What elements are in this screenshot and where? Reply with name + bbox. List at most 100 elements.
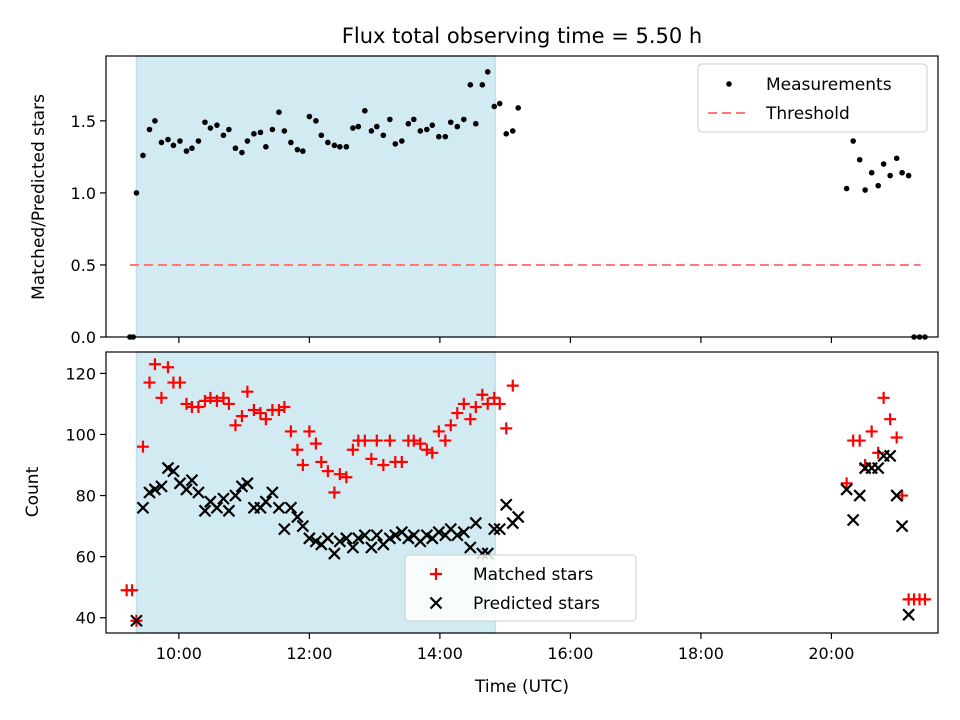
predicted-star-point [389,528,402,542]
measurement-point [325,139,331,146]
predicted-star-point [272,501,286,515]
x-tick-label: 20:00 [808,644,854,663]
measurement-point [387,116,393,123]
matched-star-point [222,397,235,410]
measurement-point [318,132,325,139]
x-axis-label: Time (UTC) [474,677,569,697]
matched-star-point [890,431,903,444]
predicted-star-point [278,522,291,536]
predicted-star-point [222,504,236,518]
measurement-point [214,122,220,128]
predicted-star-point [871,461,885,475]
matched-star-point [309,437,322,450]
predicted-star-point [902,608,915,621]
matched-star-point [426,446,439,459]
matched-star-point [303,425,316,438]
matched-star-point [414,437,427,450]
matched-star-point [469,400,482,413]
predicted-star-point [365,541,378,554]
matched-star-point [432,425,445,438]
legend-measurements-label: Measurements [766,75,892,95]
predicted-star-point [328,547,341,560]
measurement-point [300,148,306,154]
legend-predicted-label: Predicted stars [473,594,600,614]
matched-star-point [229,419,242,432]
ratio-y-tick-label: 0.5 [71,256,96,275]
measurement-point [436,133,442,140]
measurement-point [244,138,251,144]
predicted-star-point [148,483,162,496]
chart-title: Flux total observing time = 5.50 h [342,24,702,48]
measurement-point [195,138,202,144]
predicted-star-point [167,464,180,478]
matched-star-point [247,404,260,417]
measurement-point [140,152,146,159]
matched-star-point [254,407,267,420]
ratio-y-tick-label: 1.5 [71,112,96,131]
matched-star-point [204,391,217,404]
measurement-point [220,132,227,139]
legend-measurements-marker [726,81,732,87]
measurement-point [343,143,350,150]
measurement-point [862,187,868,193]
matched-star-point [451,407,464,420]
predicted-star-point [457,525,471,539]
matched-star-point [407,434,420,447]
x-tick-label: 14:00 [417,644,463,663]
predicted-star-point [291,510,304,524]
predicted-star-point [451,528,464,542]
matched-star-point [877,391,890,404]
count-legend-box [404,554,637,622]
measurement-point [177,138,183,144]
measurement-point [239,149,245,156]
ratio-y-axis-label: Matched/Predicted stars [29,94,49,300]
matched-star-point [241,385,254,398]
matched-star-point [278,400,291,413]
predicted-star-point [321,532,335,545]
predicted-star-point [493,522,506,536]
measurement-point [850,138,856,144]
measurement-point [905,172,912,179]
measurement-point [207,125,214,131]
matched-star-point [333,468,346,481]
measurement-point [875,182,881,189]
matched-star-point [500,422,513,435]
measurement-point [288,139,294,146]
matched-star-point [918,593,931,606]
measurement-point [484,69,491,75]
ratio-y-tick-label: 0.0 [71,328,96,347]
matched-star-point [235,410,248,423]
count-panel: 40 60 80 100 120 10:00 12:00 14:00 16:00 18:00 20:… [23,351,939,663]
measurement-point [368,128,375,134]
matched-star-point [143,376,156,389]
predicted-star-point [210,501,224,515]
ratio-observing-span [135,55,497,338]
measurement-point [417,128,424,134]
matched-star-point [481,397,494,410]
measurement-point [472,120,479,127]
predicted-star-point [370,528,384,542]
matched-star-point [493,397,506,410]
predicted-star-point [229,489,242,502]
predicted-star-point [284,501,298,515]
matched-star-point [296,459,309,472]
matched-star-point [136,440,149,453]
measurement-point [146,126,153,133]
predicted-star-point [487,522,501,536]
measurement-point [405,120,412,127]
x-tick-label: 18:00 [678,644,724,663]
measurement-point [503,131,510,137]
x-tick-label: 16:00 [547,644,593,663]
predicted-star-point [333,535,347,548]
measurement-point [281,128,288,134]
matched-star-point [126,584,139,597]
predicted-star-point [340,532,353,545]
matched-star-point [358,434,371,447]
predicted-star-point [499,498,513,511]
matched-star-point [872,446,885,459]
measurement-point [158,139,165,146]
matched-star-point [464,413,477,426]
measurement-point [442,133,449,140]
predicted-star-point [296,519,310,533]
measurement-point [868,169,875,176]
